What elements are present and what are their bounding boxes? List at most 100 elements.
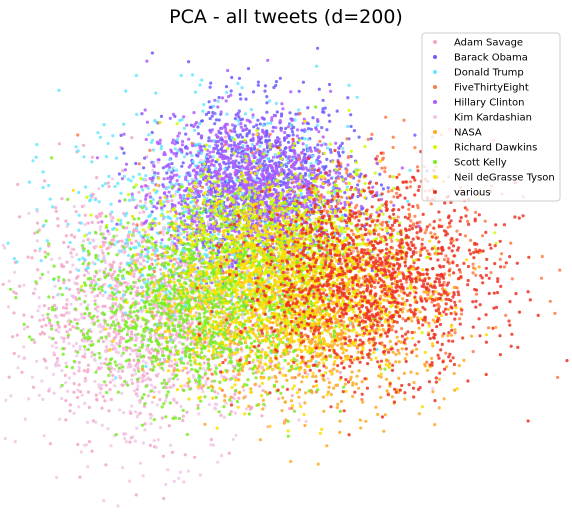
data-point [176, 135, 179, 138]
data-point [135, 223, 138, 226]
data-point [307, 127, 310, 130]
data-point [221, 154, 224, 157]
data-point [244, 98, 247, 101]
data-point [76, 288, 79, 291]
data-point [262, 124, 265, 127]
data-point [265, 101, 268, 104]
data-point [288, 155, 291, 158]
data-point [556, 376, 559, 379]
data-point [36, 239, 39, 242]
data-point [13, 352, 16, 355]
data-point [207, 136, 210, 139]
data-point [149, 444, 152, 447]
data-point [18, 215, 21, 218]
data-point [82, 144, 85, 147]
data-point [144, 361, 147, 364]
data-point [16, 183, 19, 186]
data-point [225, 174, 228, 177]
data-point [211, 115, 214, 118]
data-point [136, 286, 139, 289]
data-point [224, 155, 227, 158]
data-point [69, 409, 72, 412]
data-point [12, 290, 15, 293]
data-point [187, 171, 190, 174]
data-point [395, 192, 398, 195]
data-point [175, 169, 178, 172]
data-point [89, 194, 92, 197]
data-point [163, 191, 166, 194]
data-point [280, 114, 283, 117]
data-point [80, 450, 83, 453]
data-point [153, 119, 156, 122]
data-point [334, 180, 337, 183]
data-point [409, 180, 412, 183]
data-point [340, 175, 343, 178]
data-point [91, 221, 94, 224]
data-point [131, 195, 134, 198]
data-point [136, 388, 139, 391]
data-point [78, 383, 81, 386]
data-point [197, 165, 200, 168]
data-point [120, 336, 123, 339]
data-point [261, 172, 264, 175]
data-point [192, 160, 195, 163]
data-point [391, 325, 394, 328]
data-point [231, 263, 234, 266]
data-point [160, 115, 163, 118]
data-point [233, 184, 236, 187]
data-point [177, 477, 180, 480]
data-point [186, 362, 189, 365]
data-point [301, 204, 304, 207]
data-point [387, 186, 390, 189]
data-point [129, 179, 132, 182]
data-point [277, 165, 280, 168]
data-point [203, 361, 206, 364]
data-point [217, 130, 220, 133]
data-point [392, 136, 395, 139]
data-point [190, 154, 193, 157]
data-point [137, 302, 140, 305]
data-point [252, 137, 255, 140]
data-point [32, 386, 35, 389]
data-point [278, 371, 281, 374]
data-point [209, 82, 212, 85]
data-point [235, 201, 238, 204]
data-point [335, 171, 338, 174]
data-point [280, 129, 283, 132]
data-point [108, 185, 111, 188]
data-point [346, 125, 349, 128]
data-point [292, 163, 295, 166]
data-point [242, 128, 245, 131]
data-point [249, 163, 252, 166]
data-point [244, 124, 247, 127]
data-point [259, 194, 262, 197]
data-point [297, 167, 300, 170]
data-point [78, 361, 81, 364]
data-point [318, 140, 321, 143]
data-point [231, 160, 234, 163]
data-point [96, 156, 99, 159]
data-point [242, 144, 245, 147]
data-point [101, 305, 104, 308]
data-point [33, 341, 36, 344]
data-point [426, 249, 429, 252]
data-point [47, 307, 50, 310]
data-point [113, 227, 116, 230]
data-point [184, 178, 187, 181]
data-point [154, 217, 157, 220]
data-point [321, 165, 324, 168]
data-point [348, 335, 351, 338]
data-point [56, 217, 59, 220]
data-point [252, 133, 255, 136]
data-point [146, 251, 149, 254]
data-point [43, 304, 46, 307]
data-point [171, 167, 174, 170]
data-point [443, 258, 446, 261]
data-point [16, 260, 19, 263]
data-point [167, 169, 170, 172]
data-point [140, 380, 143, 383]
data-point [273, 162, 276, 165]
data-point [162, 497, 165, 500]
data-point [150, 246, 153, 249]
data-point [277, 172, 280, 175]
